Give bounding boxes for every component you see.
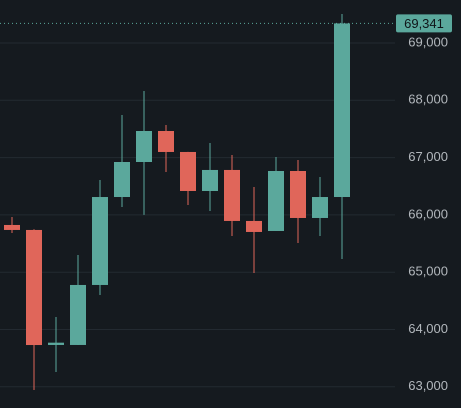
y-tick-label: 65,000 — [408, 264, 448, 279]
y-tick-label: 67,000 — [408, 149, 448, 164]
candle-body — [312, 197, 328, 218]
y-tick-label: 64,000 — [408, 321, 448, 336]
candle-body — [224, 169, 240, 221]
candle-body — [246, 220, 262, 232]
y-tick-label: 69,000 — [408, 34, 448, 49]
y-tick-label: 66,000 — [408, 206, 448, 221]
candle-body — [202, 169, 218, 191]
candle-body — [48, 342, 64, 345]
y-tick-label: 68,000 — [408, 92, 448, 107]
candle-body — [158, 130, 174, 152]
last-price-label: 69,341 — [404, 16, 444, 31]
candle-body — [180, 151, 196, 191]
y-tick-label: 63,000 — [408, 378, 448, 393]
candle-body — [290, 170, 306, 218]
candle-body — [268, 170, 284, 231]
candle-body — [136, 130, 152, 162]
last-price-box — [396, 14, 452, 33]
candle-body — [334, 23, 350, 198]
candle-body — [114, 161, 130, 198]
candle-body — [70, 284, 86, 345]
candle-body — [4, 224, 20, 230]
candle-body — [26, 229, 42, 346]
candle-body — [92, 197, 108, 285]
